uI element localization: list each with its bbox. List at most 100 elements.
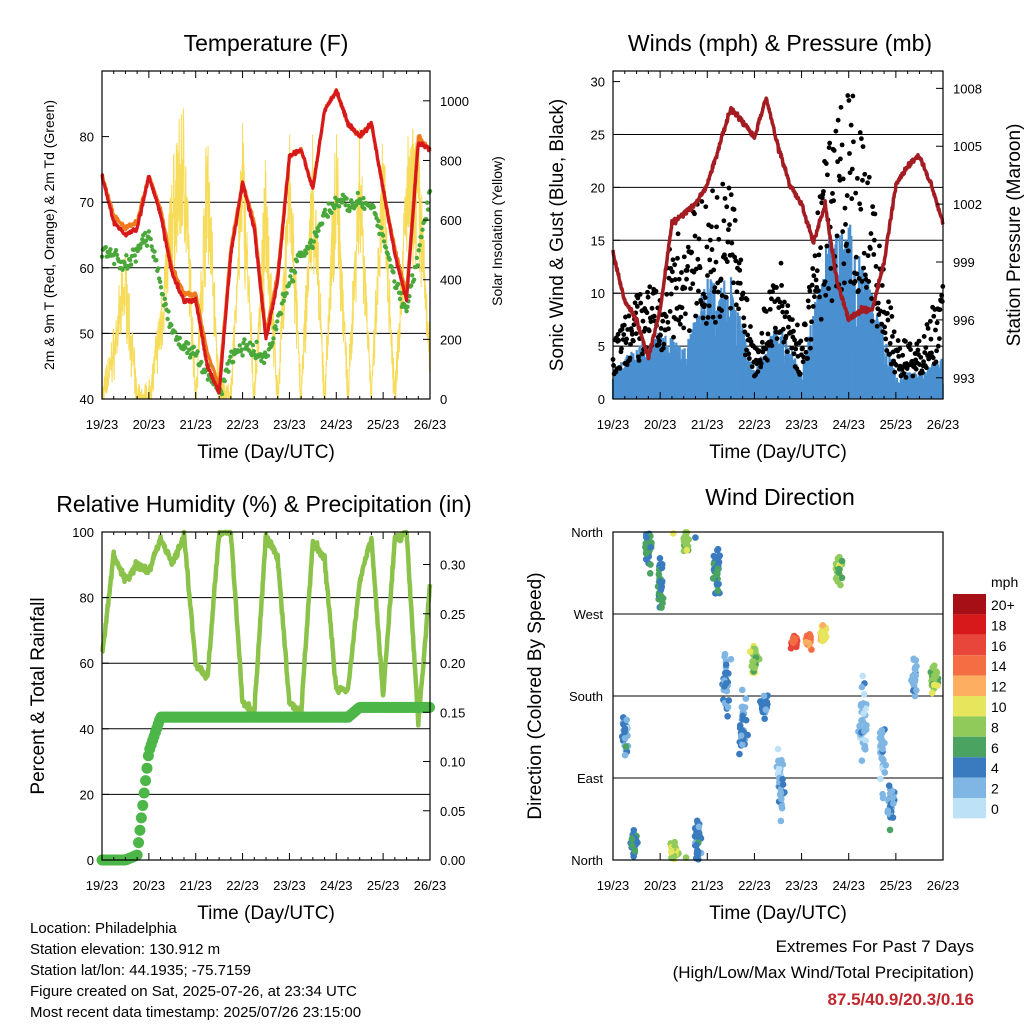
gust-point	[833, 128, 839, 134]
gust-point	[900, 352, 906, 358]
gust-point	[685, 244, 691, 250]
y2-axis-label: Solar Insolation (Yellow)	[489, 156, 505, 306]
dewpoint-point	[275, 319, 280, 324]
gust-point	[817, 294, 822, 300]
direction-point	[623, 716, 631, 724]
y2-tick-label: 600	[440, 213, 462, 228]
direction-point	[778, 802, 786, 810]
y2-tick-label: 0.00	[440, 853, 465, 868]
y2-tick-label: 400	[440, 273, 462, 288]
gust-point	[616, 338, 622, 343]
gust-point	[671, 334, 676, 340]
gust-point	[615, 331, 621, 337]
dewpoint-point	[103, 244, 108, 250]
gust-point	[874, 323, 880, 329]
dewpoint-point	[425, 207, 431, 212]
dewpoint-point	[292, 270, 298, 275]
direction-point	[746, 648, 754, 655]
gust-point	[672, 262, 678, 268]
y2-tick-label: 0	[440, 392, 447, 407]
gust-point	[734, 289, 740, 295]
chart-title: Relative Humidity (%) & Precipitation (i…	[56, 491, 471, 517]
dewpoint-point	[127, 257, 133, 263]
x-axis-label: Time (Day/UTC)	[197, 903, 335, 924]
direction-point	[835, 565, 843, 573]
gust-point	[815, 288, 821, 294]
gust-point	[869, 318, 875, 324]
direction-point	[858, 757, 866, 765]
elevation-text: Station elevation: 130.912 m	[30, 941, 221, 958]
gust-point	[896, 353, 902, 359]
direction-point	[682, 536, 689, 543]
direction-point	[628, 835, 636, 843]
dewpoint-point	[177, 335, 182, 341]
gust-point	[870, 204, 876, 210]
gust-point	[826, 145, 832, 151]
dewpoint-point	[157, 279, 163, 284]
gust-point	[853, 190, 859, 196]
gust-point	[890, 334, 895, 339]
gust-point	[847, 151, 852, 156]
direction-point	[693, 841, 700, 849]
gust-point	[857, 201, 863, 207]
gust-point	[839, 142, 845, 148]
dewpoint-point	[191, 344, 197, 350]
y2-tick-label: 0.05	[440, 804, 465, 819]
gust-point	[846, 98, 852, 103]
chart-title: Wind Direction	[705, 484, 855, 510]
dewpoint-point	[325, 214, 331, 219]
gust-point	[842, 205, 848, 211]
gust-point	[844, 193, 850, 198]
gust-point	[689, 249, 695, 255]
gust-point	[922, 350, 928, 355]
dewpoint-point	[160, 292, 166, 297]
dewpoint-point	[265, 353, 271, 358]
direction-point	[752, 647, 759, 655]
x-tick-label: 26/23	[927, 878, 960, 893]
gust-point	[712, 285, 718, 291]
legend-label: 18	[991, 617, 1007, 633]
direction-point	[750, 658, 757, 666]
gust-point	[712, 319, 718, 325]
direction-point	[913, 687, 920, 694]
gust-point	[718, 276, 724, 282]
y2-tick-label: 800	[440, 153, 462, 168]
gust-point	[636, 358, 642, 363]
dewpoint-point	[108, 247, 113, 252]
dewpoint-point	[133, 259, 138, 264]
dewpoint-point	[241, 340, 246, 346]
gust-point	[884, 348, 890, 353]
direction-point	[889, 814, 897, 821]
gust-point	[722, 252, 727, 258]
gust-point	[665, 319, 671, 325]
direction-point	[737, 732, 745, 739]
gust-point	[811, 273, 817, 279]
gust-point	[857, 130, 863, 135]
y2-tick-label: 1000	[440, 94, 469, 109]
direction-point	[778, 795, 785, 803]
dewpoint-point	[316, 228, 321, 233]
gust-point	[831, 148, 837, 153]
y-axis-label: Sonic Wind & Gust (Blue, Black)	[547, 99, 568, 371]
dewpoint-point	[120, 267, 125, 272]
direction-point	[860, 710, 867, 717]
gust-point	[903, 374, 909, 380]
x-tick-label: 24/23	[320, 417, 353, 432]
x-tick-label: 24/23	[320, 878, 353, 893]
dewpoint-point	[152, 249, 157, 254]
gust-point	[673, 285, 679, 291]
gust-point	[711, 267, 717, 273]
direction-point	[909, 672, 917, 680]
gust-point	[859, 278, 865, 284]
gust-point	[838, 104, 844, 110]
gust-point	[809, 319, 814, 325]
gust-point	[663, 314, 669, 319]
gust-point	[888, 305, 894, 311]
gust-point	[683, 311, 688, 317]
dewpoint-point	[314, 233, 319, 239]
gust-point	[685, 264, 691, 269]
gust-point	[853, 254, 859, 260]
y2-axis-label: Station Pressure (Maroon)	[1004, 124, 1024, 347]
direction-point	[630, 826, 638, 834]
y-tick-label: 20	[591, 180, 605, 195]
